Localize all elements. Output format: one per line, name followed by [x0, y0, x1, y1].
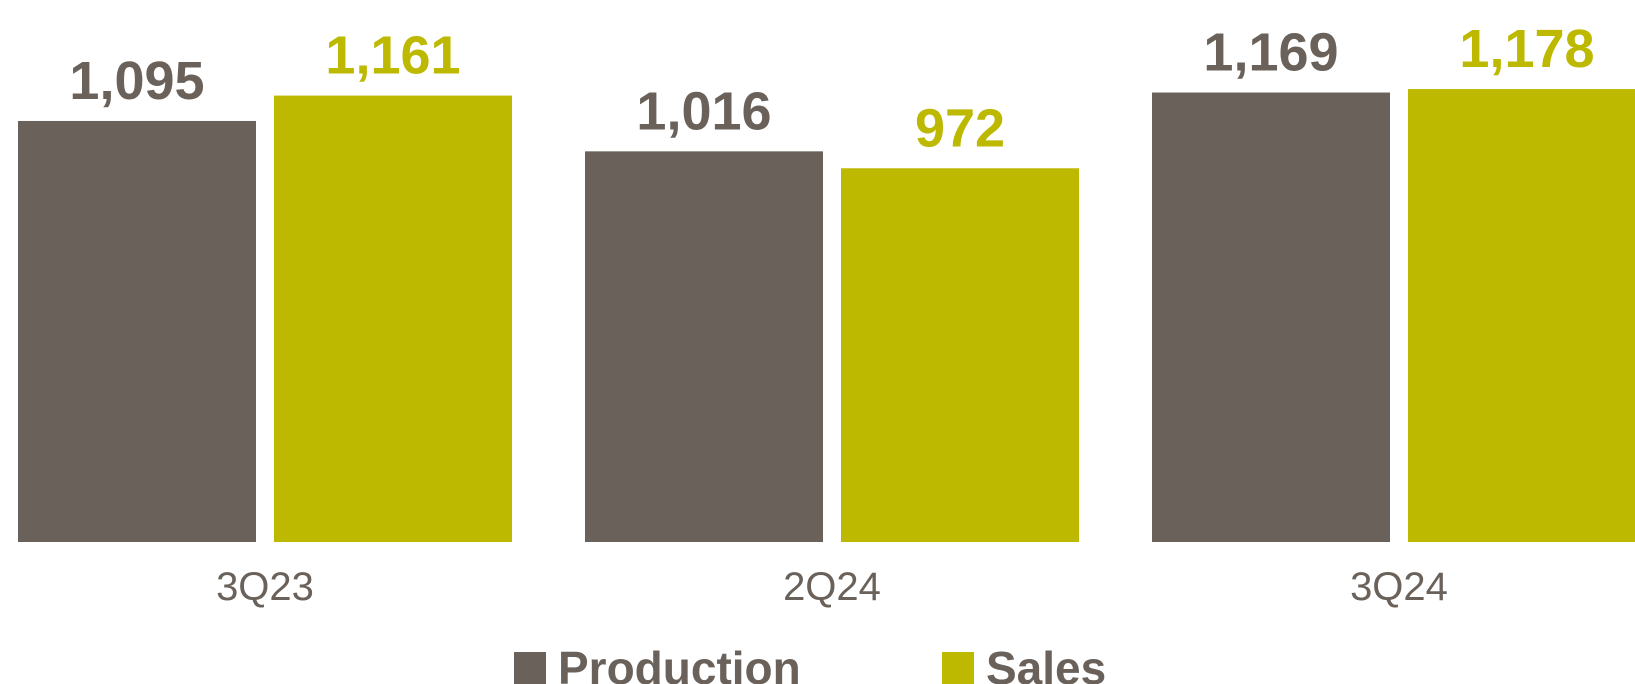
- bar-production-3q24: [1152, 92, 1390, 542]
- data-label-production-2q24: 1,016: [636, 81, 771, 141]
- legend: Production Sales: [514, 642, 1106, 684]
- data-label-production-3q24: 1,169: [1203, 23, 1338, 83]
- legend-swatch-sales: [942, 652, 974, 684]
- x-tick-label-3q24: 3Q24: [1350, 565, 1448, 609]
- bar-sales-3q23: [274, 95, 512, 543]
- value-labels-group: 1,095 1,161 1,016 972 1,169 1,178: [69, 19, 1594, 158]
- category-labels-group: 3Q23 2Q24 3Q24: [216, 565, 1448, 609]
- legend-swatch-production: [514, 652, 546, 684]
- x-tick-label-2q24: 2Q24: [783, 565, 881, 609]
- legend-label-production: Production: [558, 642, 801, 684]
- bar-sales-3q24: [1408, 89, 1635, 543]
- data-label-sales-3q24: 1,178: [1459, 19, 1594, 79]
- data-label-sales-3q23: 1,161: [325, 26, 460, 86]
- bar-sales-2q24: [841, 168, 1079, 543]
- x-tick-label-3q23: 3Q23: [216, 565, 314, 609]
- bars-group: [18, 89, 1635, 543]
- bar-production-2q24: [585, 151, 823, 542]
- data-label-sales-2q24: 972: [915, 98, 1005, 158]
- legend-label-sales: Sales: [986, 642, 1106, 684]
- bar-production-3q23: [18, 120, 256, 542]
- data-label-production-3q23: 1,095: [69, 51, 204, 111]
